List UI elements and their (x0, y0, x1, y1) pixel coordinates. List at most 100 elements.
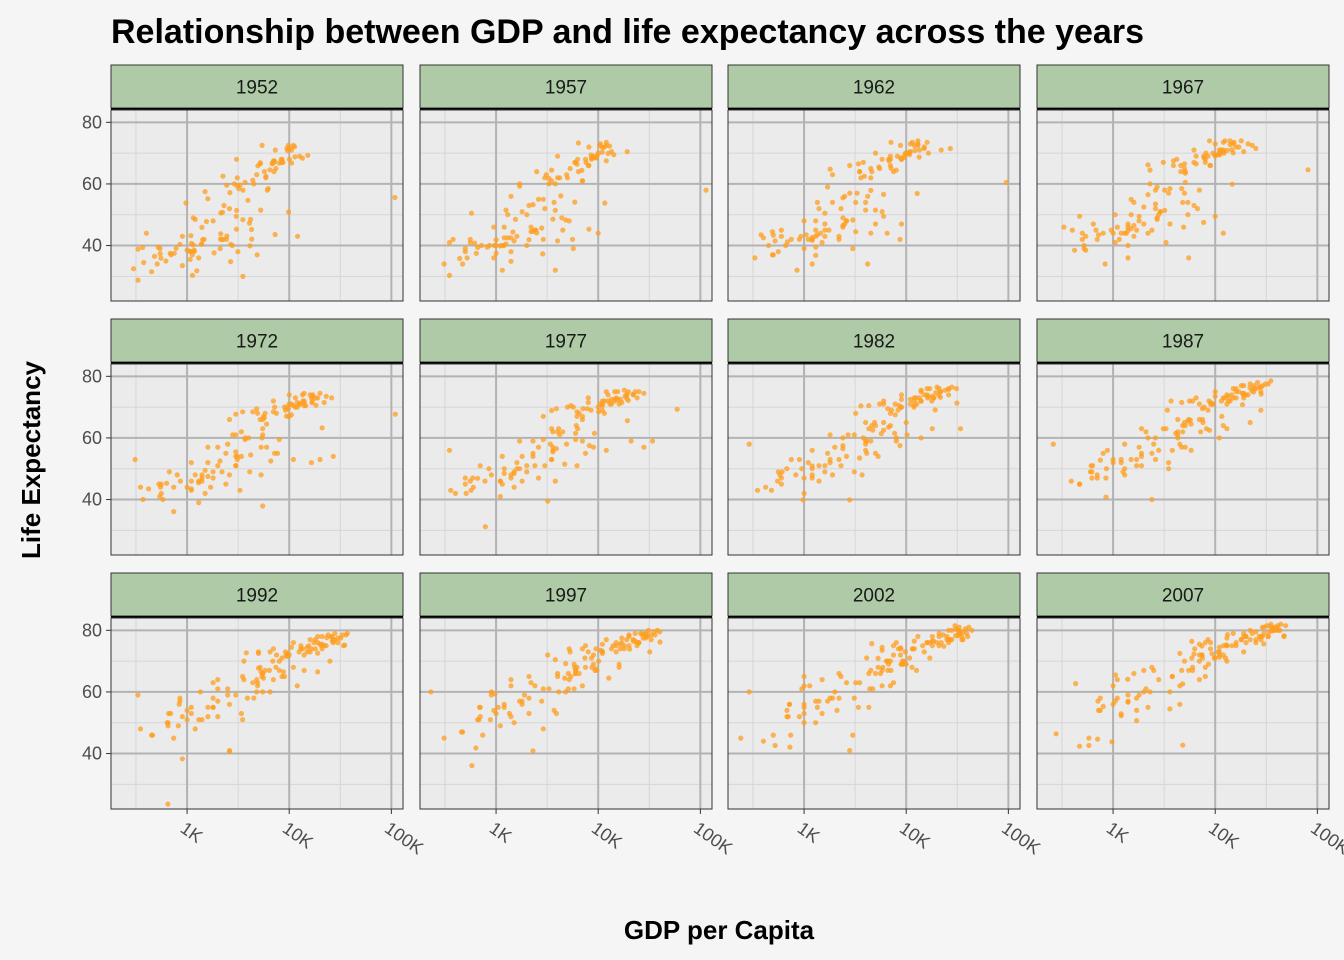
data-point (497, 723, 503, 729)
data-point (1163, 239, 1169, 246)
data-point (1079, 236, 1085, 242)
data-point (847, 497, 853, 503)
data-point (244, 695, 250, 701)
data-point (205, 714, 211, 720)
data-point (881, 419, 887, 426)
facet-panel-1992: 1992 40 60 80 1K 10K 100K (82, 572, 427, 858)
data-point (478, 242, 485, 249)
data-point (508, 249, 514, 255)
data-point (1253, 145, 1259, 152)
data-point (1145, 162, 1151, 168)
data-point (146, 486, 152, 492)
data-point (219, 209, 226, 215)
data-point (738, 735, 744, 741)
data-point (286, 392, 292, 398)
data-point (1156, 677, 1162, 683)
data-point (549, 426, 555, 432)
data-point (154, 261, 160, 267)
data-point (220, 236, 226, 242)
data-point (517, 438, 523, 444)
data-point (535, 444, 542, 450)
data-point (1077, 481, 1083, 487)
data-point (796, 714, 803, 720)
data-point (179, 756, 185, 762)
data-point (215, 698, 221, 704)
data-point (495, 704, 501, 710)
facet-panel-1987: 1987 (1036, 318, 1330, 556)
data-point (752, 255, 758, 261)
data-point (888, 667, 894, 674)
data-point (210, 695, 216, 701)
data-point (840, 215, 846, 221)
data-point (1212, 393, 1218, 399)
data-point (746, 689, 752, 695)
data-point (457, 255, 463, 262)
data-point (1238, 383, 1244, 389)
data-point (579, 178, 586, 184)
data-point (511, 238, 517, 244)
data-point (1103, 475, 1109, 481)
data-point (491, 255, 497, 261)
data-point (1068, 478, 1074, 484)
data-point (1170, 162, 1176, 169)
data-point (171, 509, 177, 515)
data-point (304, 644, 310, 650)
data-point (638, 630, 644, 637)
panel-border (1036, 617, 1330, 810)
data-point (226, 747, 233, 754)
data-point (788, 732, 794, 738)
data-point (175, 723, 181, 729)
plot-panel (420, 618, 712, 809)
data-point (231, 181, 237, 187)
data-point (1220, 423, 1226, 429)
data-point (813, 720, 819, 726)
data-point (674, 406, 680, 412)
data-point (822, 227, 828, 233)
data-point (270, 409, 276, 415)
data-point (1202, 156, 1208, 162)
facet-strip-label: 1952 (236, 78, 278, 99)
facet-strip (727, 318, 1021, 363)
data-point (288, 401, 294, 407)
data-point (477, 463, 483, 469)
facet-panel-2007: 2007 1K 10K 100K (1036, 572, 1344, 858)
data-point (1277, 627, 1283, 633)
data-point (617, 646, 624, 652)
data-point (586, 226, 592, 232)
data-point (223, 450, 229, 456)
data-point (1180, 429, 1186, 435)
data-point (1167, 186, 1173, 192)
x-tick-label: 1K (794, 818, 824, 847)
data-point (894, 153, 901, 159)
data-point (197, 689, 203, 695)
data-point (229, 242, 235, 249)
data-point (315, 633, 321, 640)
data-point (1220, 139, 1226, 145)
data-point (270, 658, 276, 664)
data-point (327, 658, 333, 664)
data-point (549, 456, 555, 463)
data-point (853, 410, 859, 416)
y-tick-label: 40 (82, 744, 102, 764)
data-point (563, 661, 569, 667)
data-point (580, 406, 586, 412)
data-point (261, 169, 267, 175)
data-point (918, 435, 924, 441)
data-point (1238, 138, 1244, 144)
data-point (217, 458, 223, 464)
data-point (836, 456, 842, 463)
data-point (822, 221, 828, 227)
facet-strip (727, 572, 1021, 617)
data-point (130, 266, 137, 272)
data-point (299, 646, 306, 652)
data-point (166, 469, 172, 475)
data-point (703, 187, 709, 193)
data-point (233, 411, 239, 417)
data-point (867, 686, 873, 692)
data-point (1224, 426, 1230, 432)
data-point (477, 704, 483, 710)
data-point (188, 478, 194, 484)
data-point (813, 244, 819, 250)
data-point (226, 416, 233, 423)
data-point (772, 742, 778, 749)
